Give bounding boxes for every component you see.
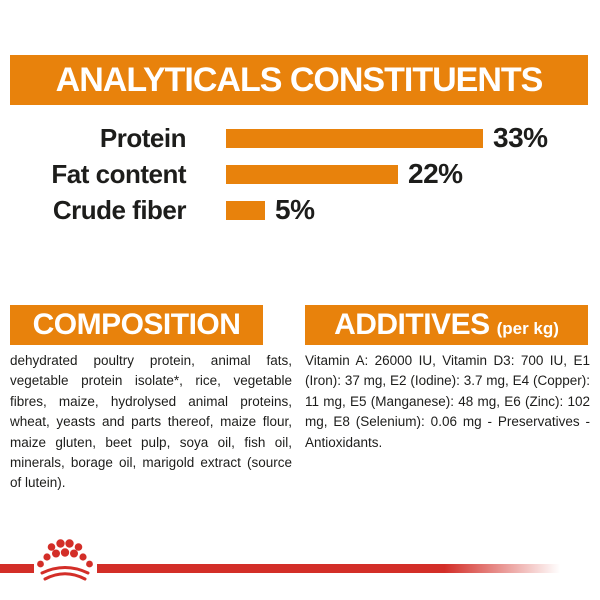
composition-title: COMPOSITION	[32, 308, 241, 341]
composition-text: dehydrated poultry protein, animal fats,…	[10, 353, 292, 491]
analyticals-title: ANALYTICALS CONSTITUENTS	[55, 60, 544, 99]
protein-bar	[226, 128, 483, 148]
footer-red-bar-right	[97, 564, 560, 573]
chart-label: Fat content	[51, 158, 186, 189]
chart-label: Protein	[99, 122, 187, 153]
chart-row-crude-fiber: Crude fiber 5%	[0, 192, 600, 228]
chart-value: 33%	[493, 122, 548, 153]
additives-header: ADDITIVES (per kg)	[305, 305, 588, 345]
chart-label: Crude fiber	[52, 194, 187, 225]
composition-header: COMPOSITION	[10, 305, 263, 345]
constituents-chart: Protein 33% Fat content 22% Crude fiber …	[0, 120, 600, 228]
chart-value: 5%	[275, 194, 315, 225]
chart-value: 22%	[408, 158, 463, 189]
additives-text: Vitamin A: 26000 IU, Vitamin D3: 700 IU,…	[305, 353, 590, 450]
analyticals-header: ANALYTICALS CONSTITUENTS	[10, 55, 588, 105]
crude-fiber-bar	[226, 200, 265, 220]
additives-per-kg: (per kg)	[496, 319, 559, 338]
chart-row-protein: Protein 33%	[0, 120, 600, 156]
additives-title: ADDITIVES	[334, 308, 490, 341]
royal-canin-crown-icon	[37, 539, 93, 581]
footer-red-bar-left	[0, 564, 34, 573]
fat-content-bar	[226, 164, 398, 184]
chart-row-fat-content: Fat content 22%	[0, 156, 600, 192]
